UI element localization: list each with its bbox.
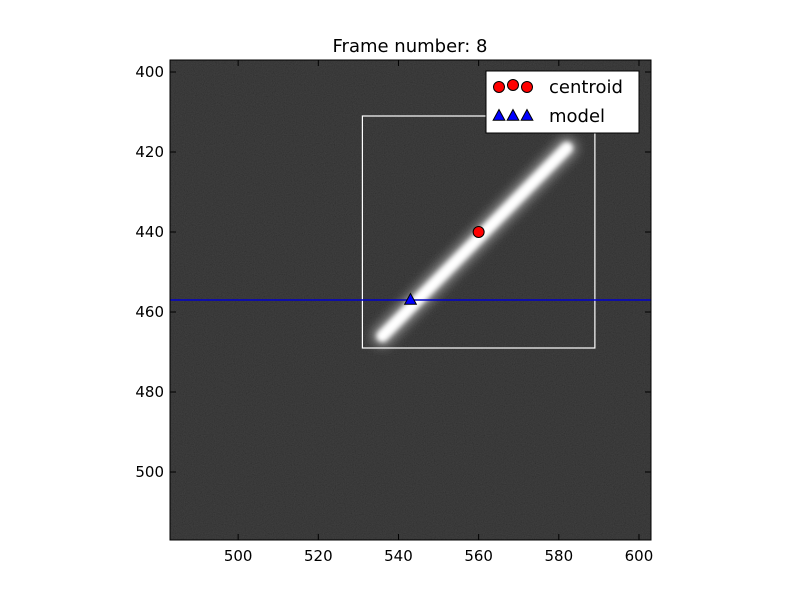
y-tick-label: 420 xyxy=(135,143,164,161)
legend-centroid-marker xyxy=(493,81,505,93)
x-tick-label: 540 xyxy=(384,547,413,565)
x-tick-label: 560 xyxy=(464,547,493,565)
y-tick-label: 440 xyxy=(135,223,164,241)
plot-area xyxy=(170,60,651,540)
centroid-point xyxy=(472,226,485,238)
legend-centroid-label: centroid xyxy=(549,77,623,98)
y-tick-label: 500 xyxy=(135,463,164,481)
legend: centroid model xyxy=(485,70,640,134)
roi-box xyxy=(361,115,596,349)
x-tick-label: 520 xyxy=(304,547,333,565)
legend-items: centroid model xyxy=(492,77,623,127)
legend-entry-model: model xyxy=(492,106,605,127)
legend-model-marker xyxy=(492,108,506,121)
legend-model-marker xyxy=(520,108,534,121)
data-points xyxy=(403,226,485,305)
y-axis: 400 420 440 460 480 500 xyxy=(135,63,651,481)
legend-model-label: model xyxy=(549,106,605,127)
legend-centroid-marker xyxy=(521,81,533,93)
y-tick-label: 460 xyxy=(135,303,164,321)
x-axis: 500 520 540 560 580 600 xyxy=(224,60,653,565)
plot-frame xyxy=(169,59,652,541)
legend-centroid-marker xyxy=(507,79,519,91)
chart-title: Frame number: 8 xyxy=(333,36,488,57)
y-tick-label: 480 xyxy=(135,383,164,401)
model-point xyxy=(403,292,418,305)
x-tick-label: 600 xyxy=(625,547,654,565)
x-tick-label: 500 xyxy=(224,547,253,565)
y-tick-label: 400 xyxy=(135,63,164,81)
legend-entry-centroid: centroid xyxy=(493,77,623,98)
legend-model-marker xyxy=(506,108,520,121)
x-tick-label: 580 xyxy=(544,547,573,565)
